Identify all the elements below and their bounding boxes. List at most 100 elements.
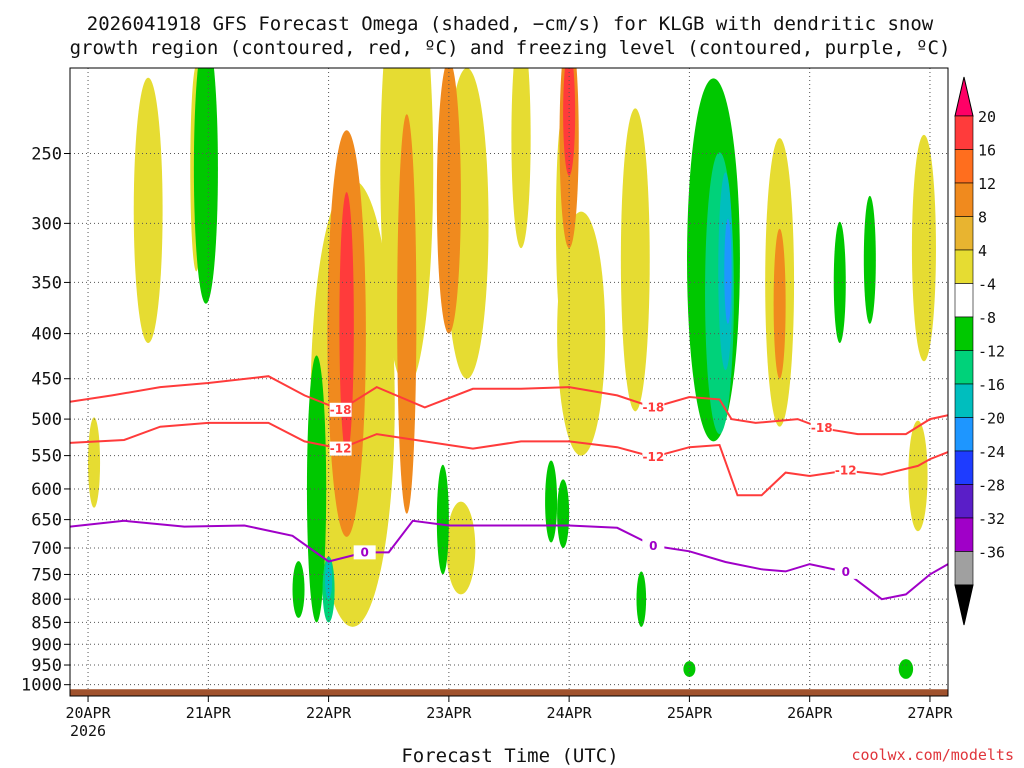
colorbar-segment: [954, 350, 974, 385]
omega-cell: [133, 77, 163, 344]
colorbar-label: -20: [978, 410, 1005, 428]
omega-cell: [397, 114, 417, 514]
contour-label-bg: [642, 449, 665, 464]
y-tick-label: 850: [31, 613, 62, 633]
colorbar-label: -16: [978, 376, 1005, 394]
colorbar-label: -28: [978, 477, 1005, 495]
x-axis-title: Forecast Time (UTC): [401, 745, 618, 767]
contour-label: 0: [360, 545, 368, 559]
x-tick-label: 21APR: [186, 704, 232, 722]
colorbar-label: -32: [978, 510, 1005, 528]
omega-cell: [911, 134, 936, 362]
contour-label-bg: [353, 545, 376, 560]
omega-cell: [773, 228, 786, 379]
colorbar-label: -4: [978, 276, 996, 294]
y-tick-label: 450: [31, 370, 62, 390]
colorbar-segment: [954, 283, 974, 318]
y-tick-label: 400: [31, 325, 62, 345]
y-axis: 2503003504004505005506006507007508008509…: [21, 144, 70, 696]
y-tick-label: 700: [31, 539, 62, 559]
colorbar-segment: [954, 551, 974, 586]
x-tick-sublabel: 2026: [70, 722, 106, 740]
omega-cell: [724, 218, 732, 324]
colorbar-segment: [954, 316, 974, 351]
colorbar-segment: [954, 383, 974, 418]
colorbar-label: 20: [978, 108, 996, 126]
y-tick-label: 650: [31, 511, 62, 531]
contour-label-bg: [329, 402, 352, 417]
contour-label: -18: [330, 403, 352, 417]
contour-label: -12: [330, 442, 352, 456]
omega-cell: [636, 571, 647, 627]
omega-cell: [620, 108, 650, 412]
omega-cell: [563, 68, 576, 176]
colorbar-label: 16: [978, 142, 996, 160]
contour-label-bg: [810, 421, 833, 436]
colorbar-label: 12: [978, 175, 996, 193]
contour-label-bg: [642, 538, 665, 553]
colorbar-segment: [954, 115, 974, 150]
omega-cell: [88, 417, 101, 508]
y-tick-label: 950: [31, 656, 62, 676]
colorbar-segment: [954, 450, 974, 485]
y-tick-label: 1000: [21, 676, 62, 696]
colorbar-segment: [954, 249, 974, 284]
omega-cell: [545, 460, 558, 543]
x-tick-label: 23APR: [426, 704, 472, 722]
omega-cell: [908, 420, 928, 532]
omega-cell: [324, 559, 333, 600]
y-tick-label: 600: [31, 480, 62, 500]
colorbar-label: 8: [978, 209, 987, 227]
colorbar: 20 16 12 8 4 -4 -8 -12 -16 -20 -24 -28 -32 -36: [954, 76, 1005, 626]
colorbar-label: 4: [978, 242, 987, 260]
x-tick-label: 27APR: [907, 704, 953, 722]
y-tick-label: 800: [31, 590, 62, 610]
y-tick-label: 350: [31, 273, 62, 293]
plot-frame: [69, 67, 949, 697]
x-tick-label: 24APR: [547, 704, 593, 722]
y-tick-label: 900: [31, 635, 62, 655]
colorbar-label: -36: [978, 544, 1005, 562]
colorbar-segment: [954, 149, 974, 184]
colorbar-label: -24: [978, 443, 1005, 461]
chart-title-line2: growth region (contoured, red, ºC) and f…: [70, 37, 951, 59]
contour-label: 0: [649, 539, 657, 553]
colorbar-segment: [954, 517, 974, 552]
credit-text: coolwx.com/modelts: [851, 746, 1014, 764]
y-tick-label: 550: [31, 447, 62, 467]
contour-label: 0: [842, 565, 850, 579]
omega-cell: [292, 561, 305, 618]
colorbar-bottom-arrow: [954, 584, 974, 626]
y-tick-label: 250: [31, 144, 62, 164]
colorbar-label: -8: [978, 309, 996, 327]
omega-cell: [833, 221, 846, 344]
chart-title-line1: 2026041918 GFS Forecast Omega (shaded, −…: [87, 13, 934, 35]
grid-layer: [70, 68, 948, 696]
contour-label: -18: [811, 421, 833, 435]
contour-label-bg: [642, 400, 665, 415]
contour-layer: -18 -18 -18 -12 -12 -12 0 0 0: [70, 375, 948, 601]
ground-layer: [70, 689, 948, 696]
omega-cell: [511, 68, 531, 249]
colorbar-segment: [954, 417, 974, 452]
omega-cell: [683, 661, 696, 677]
omega-cell: [339, 192, 354, 456]
colorbar-segment: [954, 484, 974, 519]
x-tick-label: 20APR: [65, 704, 111, 722]
colorbar-label: -12: [978, 343, 1005, 361]
omega-cell: [898, 659, 914, 679]
contour-label: -12: [835, 464, 857, 478]
ground-band: [70, 689, 948, 696]
contour-label: -18: [642, 400, 664, 414]
y-tick-label: 500: [31, 410, 62, 430]
colorbar-segment: [954, 216, 974, 251]
y-tick-label: 300: [31, 214, 62, 234]
contour-label-bg: [834, 463, 857, 478]
colorbar-segment: [954, 182, 974, 217]
omega-cell: [193, 68, 218, 304]
x-tick-label: 22APR: [306, 704, 352, 722]
contour-label: -12: [642, 450, 664, 464]
contour-label-bg: [329, 441, 352, 456]
